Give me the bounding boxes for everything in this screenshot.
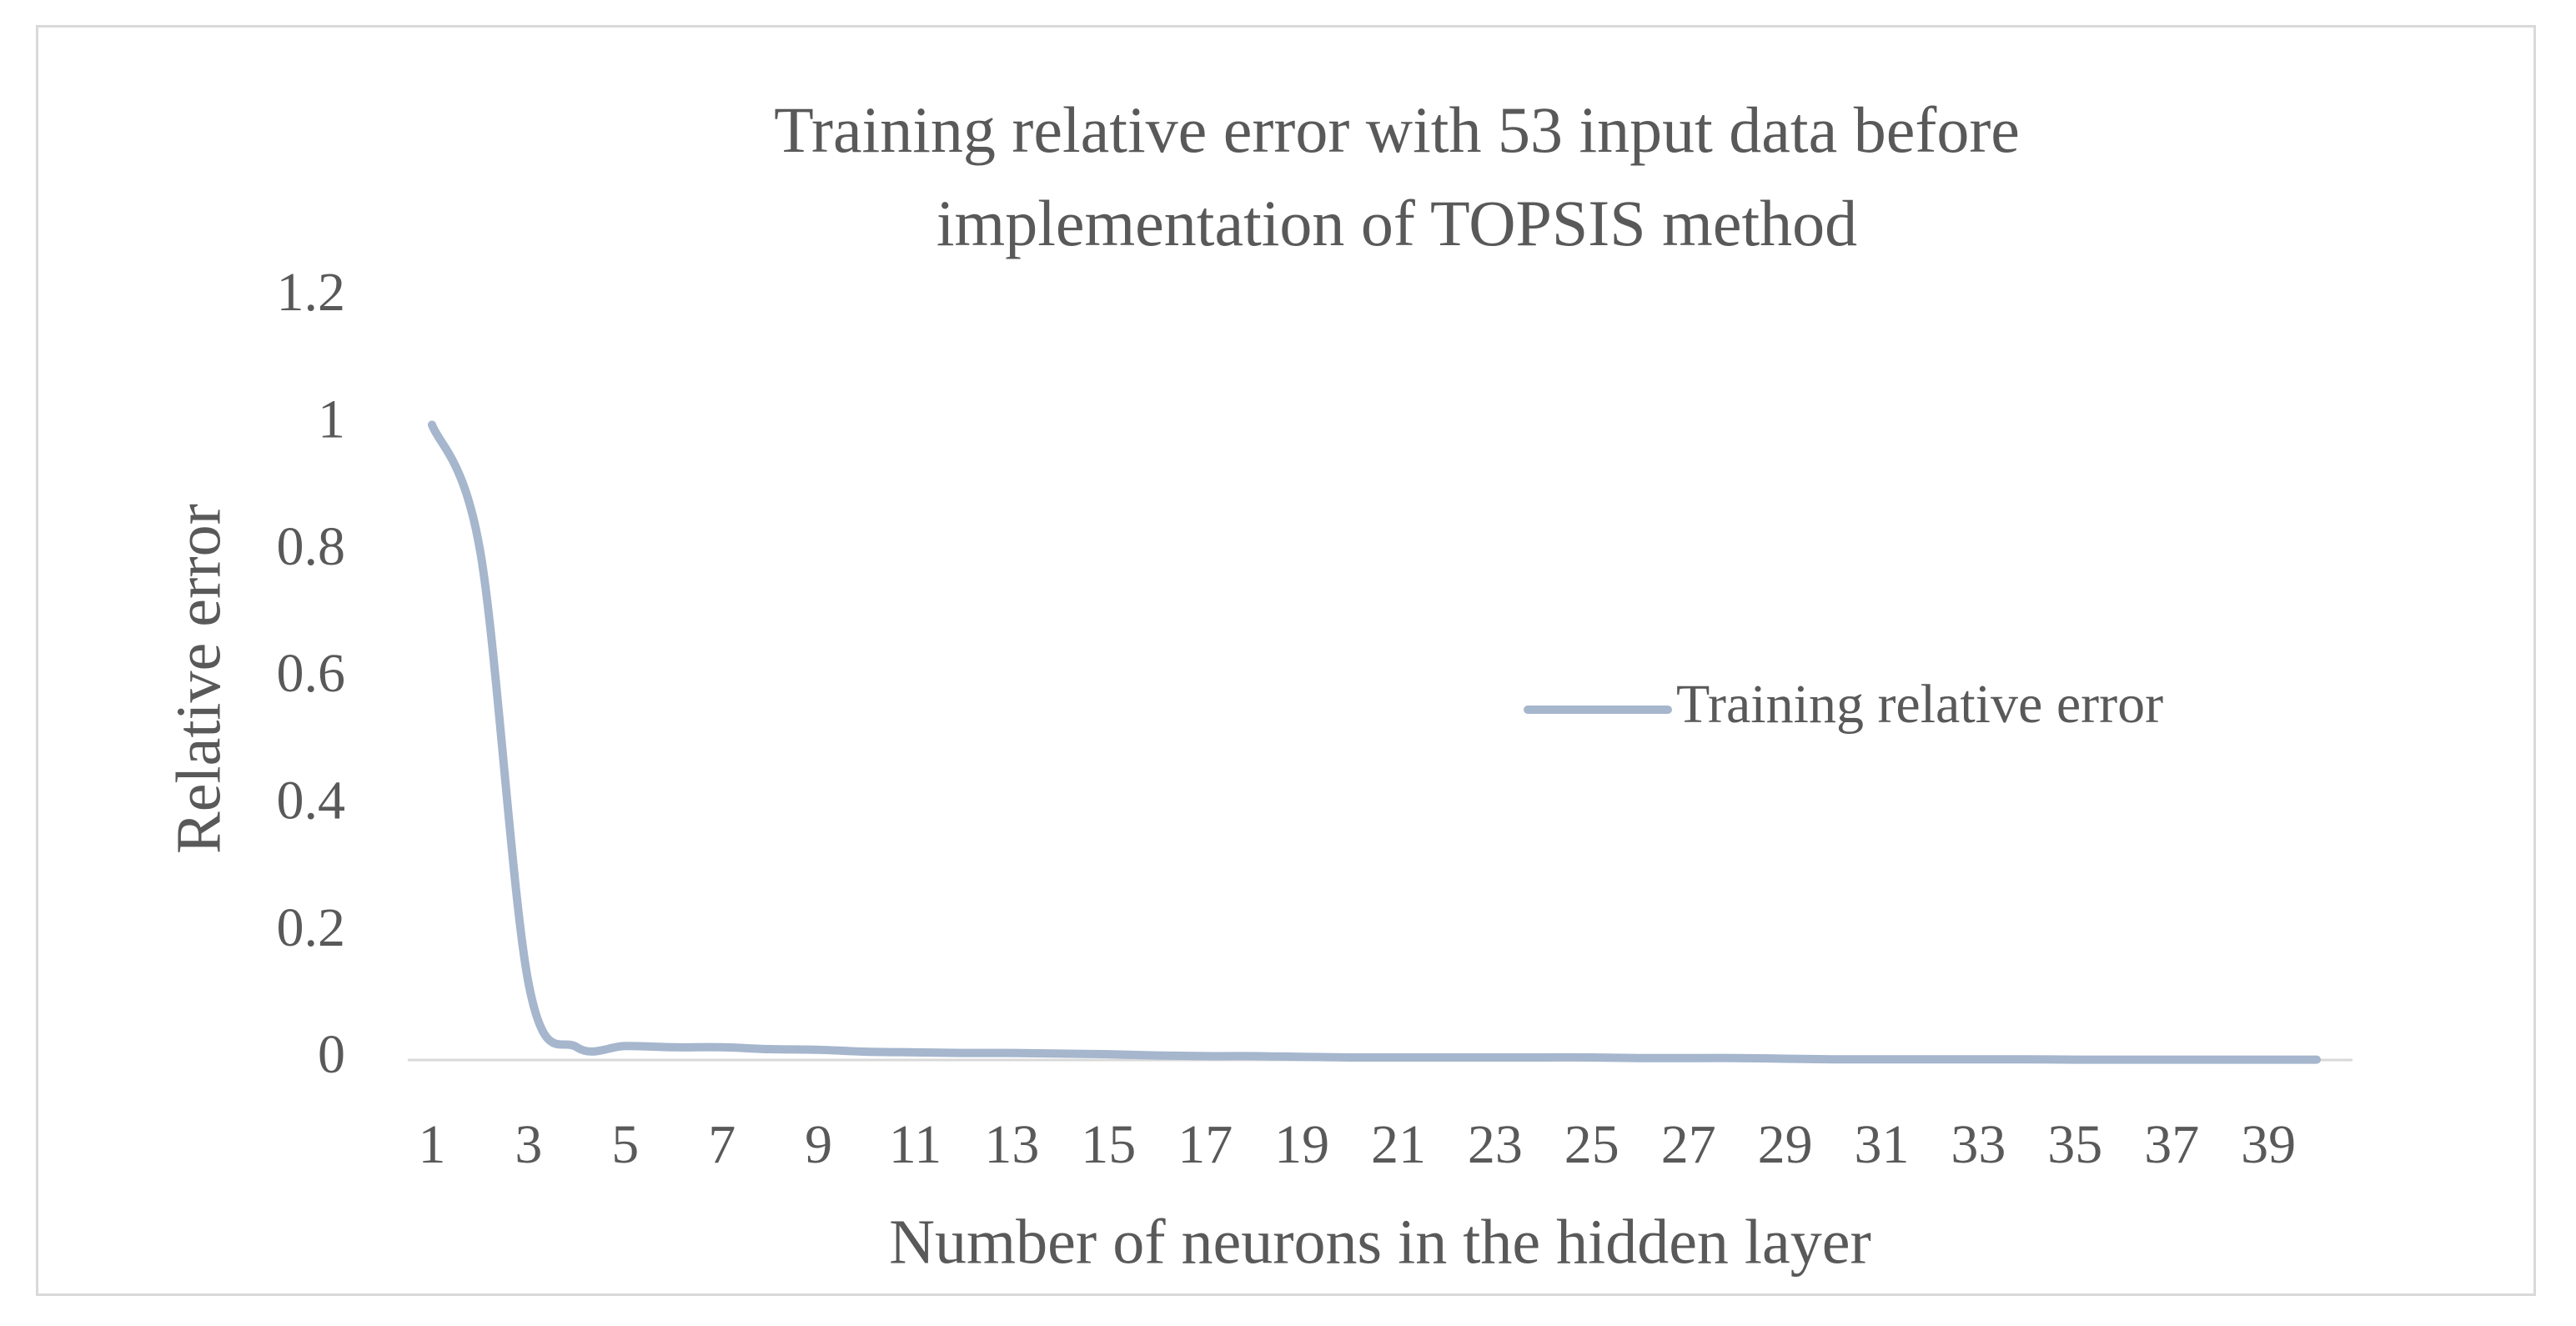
x-tick-label: 27 — [1661, 1114, 1716, 1175]
x-tick-label: 29 — [1758, 1114, 1813, 1175]
x-tick-label: 21 — [1371, 1114, 1426, 1175]
x-tick-label: 15 — [1081, 1114, 1136, 1175]
x-tick-label: 33 — [1951, 1114, 2006, 1175]
x-tick-label: 37 — [2144, 1114, 2199, 1175]
x-tick-label: 35 — [2047, 1114, 2102, 1175]
legend-label: Training relative error — [1676, 674, 2163, 735]
x-tick-label: 39 — [2241, 1114, 2296, 1175]
y-tick-label: 0.6 — [277, 643, 346, 704]
x-tick-label: 3 — [515, 1114, 542, 1175]
y-tick-label: 0.8 — [277, 516, 346, 577]
data-line — [428, 420, 2322, 1064]
y-tick-label: 0 — [318, 1024, 345, 1085]
chart-frame — [36, 25, 2536, 1296]
x-tick-label: 11 — [889, 1114, 942, 1175]
y-tick-label: 0.2 — [277, 897, 346, 958]
x-tick-label: 31 — [1855, 1114, 1910, 1175]
x-tick-label: 13 — [984, 1114, 1039, 1175]
x-axis-title: Number of neurons in the hidden layer — [889, 1207, 1871, 1277]
x-tick-label: 17 — [1178, 1114, 1233, 1175]
y-tick-label: 1.2 — [277, 262, 346, 323]
x-tick-label: 7 — [708, 1114, 736, 1175]
y-tick-label: 1 — [318, 389, 345, 450]
y-tick-label: 0.4 — [277, 770, 346, 831]
chart-title: Training relative error with 53 input da… — [774, 93, 2020, 259]
x-tick-label: 19 — [1274, 1114, 1329, 1175]
x-tick-label: 1 — [419, 1114, 446, 1175]
x-tick-label: 23 — [1468, 1114, 1523, 1175]
x-tick-label: 9 — [805, 1114, 832, 1175]
x-tick-label: 5 — [611, 1114, 639, 1175]
x-tick-label: 25 — [1564, 1114, 1619, 1175]
y-axis-title: Relative error — [163, 504, 233, 854]
